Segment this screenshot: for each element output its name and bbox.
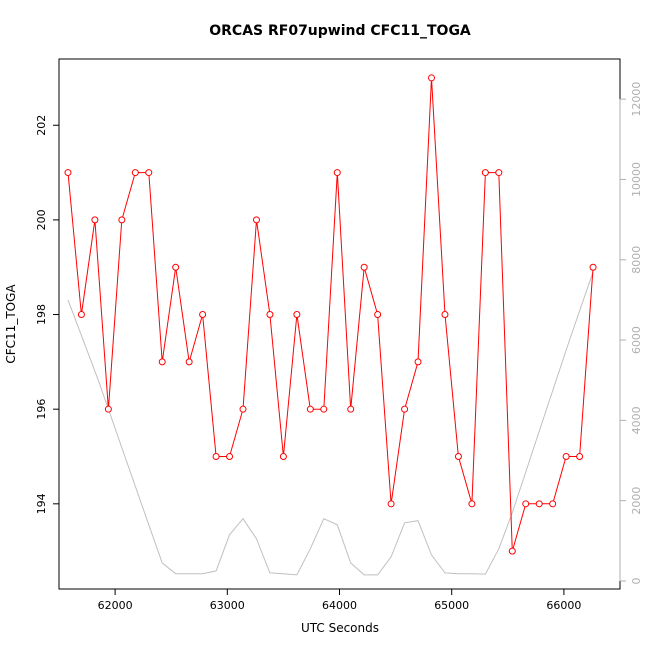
data-point: [91, 216, 99, 224]
data-point: [562, 453, 570, 460]
y2-tick-label: 4000: [630, 406, 643, 434]
data-point: [320, 405, 328, 413]
y-axis-label: CFC11_TOGA: [4, 284, 18, 364]
y-axis-right: 0 2000 4000 6000 8000 10000 12000: [619, 82, 643, 584]
data-point: [454, 453, 462, 460]
y2-tick-label: 0: [630, 577, 643, 584]
data-point: [64, 169, 72, 177]
data-point: [360, 263, 368, 271]
y-tick-label: 202: [35, 115, 48, 136]
data-point: [333, 169, 341, 177]
data-point: [266, 311, 274, 319]
x-axis-label: UTC Seconds: [301, 621, 379, 635]
y-tick-label: 194: [35, 493, 48, 514]
data-point: [481, 169, 489, 177]
data-point: [401, 405, 409, 413]
series-layer: [64, 74, 597, 576]
data-point: [387, 500, 395, 508]
data-point: [495, 169, 503, 177]
data-point: [252, 216, 260, 224]
data-point: [306, 405, 314, 413]
data-point: [535, 500, 543, 508]
x-tick-label: 65000: [434, 599, 469, 612]
y2-tick-label: 10000: [630, 162, 643, 197]
chart-title: ORCAS RF07upwind CFC11_TOGA: [209, 23, 471, 39]
data-point: [414, 358, 422, 366]
data-point: [374, 311, 382, 319]
data-point: [185, 358, 193, 366]
data-point: [441, 311, 449, 319]
y-tick-label: 196: [35, 399, 48, 420]
y2-tick-label: 6000: [630, 326, 643, 354]
x-axis: 62000 63000 64000 65000 66000: [98, 588, 581, 612]
y-tick-label: 200: [35, 209, 48, 230]
data-point: [468, 500, 476, 508]
data-point: [172, 263, 180, 271]
data-point: [549, 500, 557, 508]
data-point: [508, 547, 516, 555]
data-point: [158, 358, 166, 366]
data-point: [293, 311, 301, 319]
data-point: [104, 405, 112, 413]
data-point: [589, 263, 597, 271]
data-point: [347, 405, 355, 413]
data-point: [131, 169, 139, 177]
altitude-line: [67, 271, 594, 576]
data-point: [145, 169, 153, 177]
data-point: [522, 500, 530, 508]
data-point: [279, 453, 287, 460]
data-point: [428, 74, 436, 82]
x-tick-label: 62000: [98, 599, 133, 612]
y-tick-label: 198: [35, 304, 48, 325]
y2-tick-label: 2000: [630, 487, 643, 515]
x-tick-label: 64000: [322, 599, 357, 612]
data-point: [77, 311, 85, 319]
data-point: [576, 453, 584, 460]
data-point: [199, 311, 207, 319]
y-axis-left: 194 196 198 200 202: [35, 115, 60, 514]
y2-tick-label: 8000: [630, 246, 643, 274]
cfc11-line: [67, 77, 594, 552]
data-point: [212, 453, 220, 460]
x-tick-label: 63000: [210, 599, 245, 612]
y2-tick-label: 12000: [630, 82, 643, 117]
data-point: [239, 405, 247, 413]
data-point: [226, 453, 234, 460]
data-point: [118, 216, 126, 224]
x-tick-label: 66000: [546, 599, 581, 612]
